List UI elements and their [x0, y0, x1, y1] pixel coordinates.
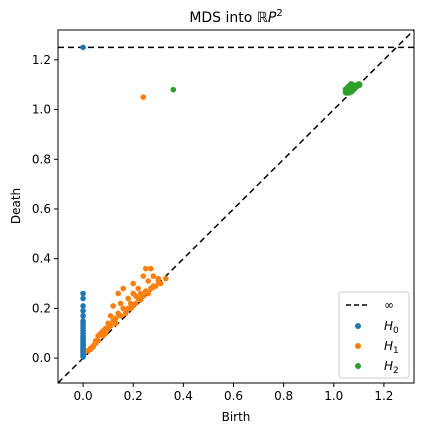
point-h1-56	[150, 284, 157, 291]
point-h1-12	[120, 285, 126, 292]
legend-h0-key: H	[384, 319, 393, 333]
x-tick-label-4: 0.8	[274, 389, 293, 403]
legend: ∞ H0 H1 H2	[338, 291, 410, 379]
plot-frame	[57, 29, 415, 384]
point-h2-13	[355, 81, 363, 89]
title-superscript: 2	[276, 8, 282, 19]
point-h1-0	[140, 94, 147, 100]
legend-h2-label: H2	[384, 359, 399, 376]
point-h1-14	[115, 290, 121, 297]
y-axis-label: Death	[9, 188, 23, 224]
point-h1-57	[155, 278, 162, 284]
point-h1-24	[145, 290, 152, 297]
point-h0-29	[80, 354, 86, 360]
point-h1-7	[145, 278, 152, 284]
point-h1-21	[117, 300, 124, 307]
title-main: MDS into	[189, 10, 256, 26]
x-tick-label-5: 1.0	[324, 389, 343, 403]
legend-h0-label: H0	[384, 319, 399, 336]
legend-h1-key: H	[384, 339, 393, 353]
point-h2-14	[347, 81, 355, 89]
legend-h2-sub: 2	[393, 366, 399, 376]
point-h1-8	[163, 275, 169, 282]
y-tick-label-5: 1.0	[32, 103, 51, 117]
point-h2-12	[345, 88, 353, 96]
point-h0-5	[80, 313, 86, 319]
legend-h1-label: H1	[384, 339, 399, 356]
legend-h2-key: H	[384, 359, 393, 373]
point-h2-0	[170, 86, 177, 93]
point-h1-38	[112, 320, 119, 327]
point-h1-55	[132, 300, 139, 307]
plot-area	[58, 30, 414, 383]
point-h1-32	[117, 313, 124, 319]
x-tick-label-1: 0.2	[124, 389, 143, 403]
point-h1-59	[137, 296, 144, 303]
point-h1-4	[150, 273, 157, 279]
axis-ticks: 0.0 0.2 0.4 0.6 0.8 1.0 1.2 0.0 0.2 0.4 0.6 0.8 1.0 1…	[32, 53, 394, 403]
point-h0-2	[80, 295, 86, 302]
legend-h1-marker	[355, 343, 361, 349]
point-h1-1	[142, 265, 149, 272]
point-h1-25	[110, 303, 116, 309]
point-h1-18	[125, 295, 131, 302]
x-axis-label: Birth	[222, 410, 251, 424]
title-space: ℝP	[257, 10, 277, 26]
point-h1-3	[140, 273, 147, 279]
point-h1-43	[95, 332, 101, 339]
point-h0-1	[80, 290, 86, 297]
point-h0-4	[80, 308, 86, 314]
x-tick-label-0: 0.0	[74, 389, 93, 403]
y-tick-label-4: 0.8	[32, 152, 51, 166]
legend-infinity-label: ∞	[384, 298, 394, 312]
legend-box	[338, 291, 410, 379]
chart-title: MDS into ℝP2	[189, 8, 282, 26]
point-h1-52	[87, 346, 94, 353]
y-tick-label-3: 0.6	[32, 202, 51, 216]
legend-h2-marker	[355, 363, 361, 369]
point-h1-30	[107, 313, 114, 319]
legend-h0-sub: 0	[393, 326, 399, 336]
point-h1-42	[105, 325, 111, 332]
y-tick-label-1: 0.2	[32, 301, 51, 315]
point-h1-2	[147, 265, 154, 272]
x-tick-label-2: 0.4	[174, 389, 193, 403]
x-tick-label-6: 1.2	[374, 389, 393, 403]
x-tick-label-3: 0.6	[224, 389, 243, 403]
point-h1-54	[122, 310, 129, 317]
point-h0-0	[80, 44, 86, 51]
y-tick-label-6: 1.2	[32, 53, 51, 67]
point-h0-3	[80, 303, 86, 309]
point-h1-53	[102, 330, 109, 337]
point-h1-6	[130, 280, 137, 287]
y-tick-label-0: 0.0	[32, 351, 51, 365]
legend-h1-sub: 1	[393, 346, 399, 356]
point-h1-58	[127, 305, 134, 312]
point-h1-9	[135, 285, 142, 292]
legend-h0-marker	[355, 323, 361, 329]
y-tick-label-2: 0.4	[32, 252, 51, 266]
